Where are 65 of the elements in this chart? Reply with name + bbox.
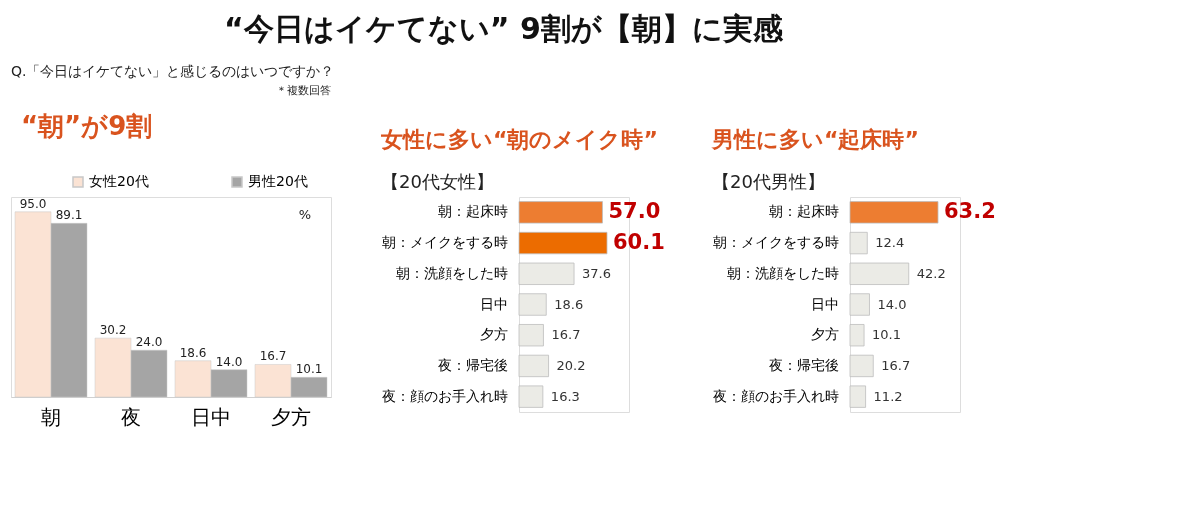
data-label: 42.2 xyxy=(916,265,946,281)
data-label: 57.0 xyxy=(608,199,661,224)
bar xyxy=(518,324,544,347)
y-tick-label: 夜：顔のお手入れ時 xyxy=(381,387,508,404)
data-label: 16.7 xyxy=(881,357,911,373)
bar xyxy=(849,324,865,347)
text: “今日はイケてない” 9割が【朝】に実感 xyxy=(224,10,784,46)
text: “朝”が9割 xyxy=(21,111,153,141)
bar xyxy=(849,231,868,255)
bar xyxy=(518,385,544,408)
data-label: 16.7 xyxy=(259,349,287,364)
bar xyxy=(849,201,939,224)
bar xyxy=(518,354,549,378)
text: ＊複数回答 xyxy=(276,84,331,97)
chart-subtitle: 【20代男性】 xyxy=(712,171,825,192)
x-tick-label: 夜 xyxy=(121,404,141,429)
data-label: 37.6 xyxy=(582,265,612,281)
bar xyxy=(518,293,547,316)
bar xyxy=(849,354,874,378)
chart-subtitle: 【20代女性】 xyxy=(381,171,494,192)
annotation: % xyxy=(298,207,311,222)
bar xyxy=(518,201,603,224)
data-label: 14.0 xyxy=(215,354,243,369)
y-tick-label: 夜：帰宅後 xyxy=(768,356,839,373)
chart-subtitle: Q.「今日はイケてない」と感じるのはいつですか？ xyxy=(11,63,335,79)
bar xyxy=(849,385,866,408)
data-label: 30.2 xyxy=(99,323,127,338)
y-tick-label: 朝：洗顔をした時 xyxy=(726,264,839,281)
data-label: 95.0 xyxy=(19,196,47,211)
bar xyxy=(849,293,870,316)
data-label: 10.1 xyxy=(295,362,323,377)
data-label: 14.0 xyxy=(877,296,907,312)
y-tick-label: 夕方 xyxy=(479,326,508,343)
data-label: 10.1 xyxy=(872,327,902,343)
x-tick-label: 日中 xyxy=(191,404,231,429)
y-tick-label: 夜：帰宅後 xyxy=(437,356,508,373)
legend-label: 男性20代 xyxy=(248,173,308,189)
y-tick-label: 朝：洗顔をした時 xyxy=(395,264,508,281)
y-tick-label: 朝：起床時 xyxy=(437,203,508,220)
x-tick-label: 夕方 xyxy=(271,404,311,429)
y-tick-label: 朝：メイクをする時 xyxy=(381,234,508,251)
y-tick-label: 日中 xyxy=(810,295,839,312)
y-tick-label: 朝：起床時 xyxy=(768,203,839,220)
legend-label: 女性20代 xyxy=(89,173,149,189)
data-label: 11.2 xyxy=(873,388,903,404)
y-tick-label: 朝：メイクをする時 xyxy=(712,234,839,251)
data-label: 60.1 xyxy=(613,230,665,255)
data-label: 63.2 xyxy=(944,199,996,224)
bar xyxy=(518,231,608,255)
y-tick-label: 夕方 xyxy=(810,326,839,343)
y-tick-label: 日中 xyxy=(479,295,508,312)
data-label: 16.7 xyxy=(551,327,581,343)
data-label: 16.3 xyxy=(550,388,580,404)
x-tick-label: 朝 xyxy=(41,404,61,429)
text: 男性に多い“起床時” xyxy=(711,127,919,152)
bar xyxy=(518,262,575,285)
data-label: 18.6 xyxy=(554,296,584,312)
data-label: 89.1 xyxy=(55,208,83,223)
data-label: 24.0 xyxy=(135,335,163,350)
data-label: 18.6 xyxy=(179,345,207,360)
data-label: 20.2 xyxy=(556,357,586,373)
data-label: 12.4 xyxy=(875,235,905,251)
text: 女性に多い“朝のメイク時” xyxy=(380,127,658,152)
y-tick-label: 夜：顔のお手入れ時 xyxy=(712,387,839,404)
bar xyxy=(849,262,910,285)
